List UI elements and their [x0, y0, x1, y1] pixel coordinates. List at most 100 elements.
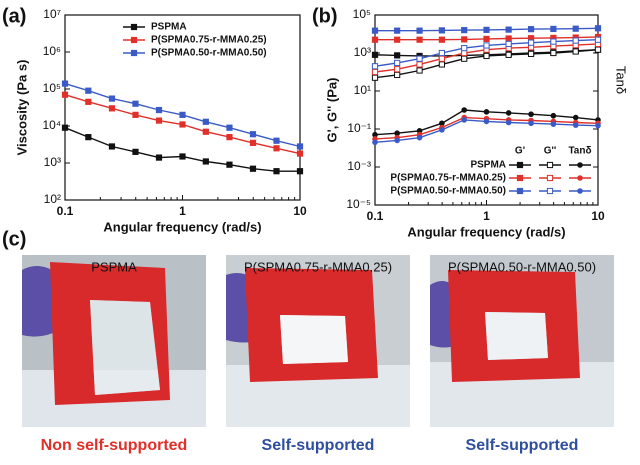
marker [527, 39, 535, 46]
marker [550, 112, 557, 119]
marker [550, 25, 557, 33]
marker [527, 50, 535, 57]
marker [439, 120, 445, 127]
y-axis-label: G', G'' (Pa) [324, 78, 339, 143]
series [61, 124, 304, 175]
photo-panel [22, 255, 614, 427]
y2-axis-label: Tanδ [614, 66, 629, 94]
marker [572, 48, 579, 55]
marker [226, 161, 233, 168]
marker [416, 61, 423, 68]
marker [296, 143, 304, 150]
photo-title: P(SPMA0.50-r-MMA0.50) [448, 259, 596, 274]
y-tick-label: 10⁻¹ [347, 121, 371, 135]
marker [273, 168, 280, 175]
legend-column-header: G'' [544, 146, 557, 157]
marker [155, 117, 163, 124]
marker [483, 109, 490, 115]
x-tick-label: 10 [293, 204, 307, 218]
marker [516, 174, 524, 182]
marker [371, 51, 379, 58]
marker [461, 27, 468, 34]
x-axis-label: Angular frequency (rad/s) [407, 224, 565, 239]
marker [438, 61, 445, 68]
marker [372, 131, 378, 138]
x-tick-label: 0.1 [367, 209, 384, 223]
series [61, 80, 304, 150]
marker [546, 187, 554, 195]
marker [371, 36, 379, 43]
marker [577, 175, 583, 181]
marker [416, 27, 423, 34]
y-tick-label: 10² [44, 192, 61, 206]
y-tick-label: 10¹ [354, 83, 371, 97]
marker [249, 139, 257, 146]
marker [438, 49, 445, 57]
marker [505, 40, 512, 48]
marker [108, 95, 116, 102]
photo-title: PSPMA [91, 259, 137, 274]
marker [179, 111, 186, 118]
marker [528, 111, 534, 118]
marker [108, 143, 116, 150]
y-tick-label: 10⁻⁵ [346, 197, 371, 211]
marker [577, 188, 583, 194]
marker [572, 114, 579, 121]
panel-label: (c) [2, 228, 26, 250]
marker [85, 98, 92, 105]
y-tick-label: 10⁵ [43, 81, 61, 95]
marker [394, 27, 401, 34]
marker [577, 162, 583, 168]
marker [130, 49, 138, 57]
series [371, 33, 602, 142]
marker [461, 36, 468, 43]
photo-caption: Self-supported [262, 437, 375, 454]
glove [22, 266, 60, 337]
y-tick-label: 10⁴ [42, 118, 61, 132]
marker [416, 36, 423, 43]
marker [528, 120, 534, 127]
marker [202, 128, 209, 135]
marker [394, 36, 401, 43]
marker [505, 119, 512, 126]
x-tick-label: 0.1 [57, 204, 74, 218]
marker [416, 134, 423, 141]
marker [132, 111, 139, 118]
marker [108, 105, 116, 112]
marker [594, 36, 602, 43]
marker [371, 68, 379, 76]
marker [505, 26, 512, 33]
y-tick-label: 10³ [354, 45, 371, 59]
marker [155, 106, 163, 114]
marker [249, 165, 257, 172]
marker [61, 80, 69, 87]
film [485, 312, 548, 360]
marker [594, 25, 602, 32]
marker [61, 91, 69, 98]
series [61, 91, 304, 157]
x-tick-label: 10 [591, 209, 605, 223]
series [371, 46, 602, 138]
marker [371, 74, 379, 81]
series [371, 25, 602, 146]
marker [226, 134, 233, 141]
marker [296, 150, 304, 157]
red-frame [448, 270, 580, 382]
photo-caption: Non self-supported [41, 437, 188, 454]
red-frame [245, 268, 378, 382]
marker [461, 117, 468, 123]
legend-column-header: Tanδ [568, 146, 591, 157]
marker [226, 124, 233, 131]
marker [550, 49, 557, 57]
panel-label: (b) [312, 5, 338, 27]
marker [461, 55, 468, 62]
y-axis-label: Viscosity (Pa s) [14, 60, 29, 156]
marker [273, 137, 280, 144]
y-tick-label: 10⁷ [43, 7, 61, 21]
legend-label: PSPMA [151, 22, 187, 33]
marker [61, 124, 69, 131]
marker [273, 145, 280, 152]
marker [416, 128, 423, 134]
marker [594, 46, 602, 53]
